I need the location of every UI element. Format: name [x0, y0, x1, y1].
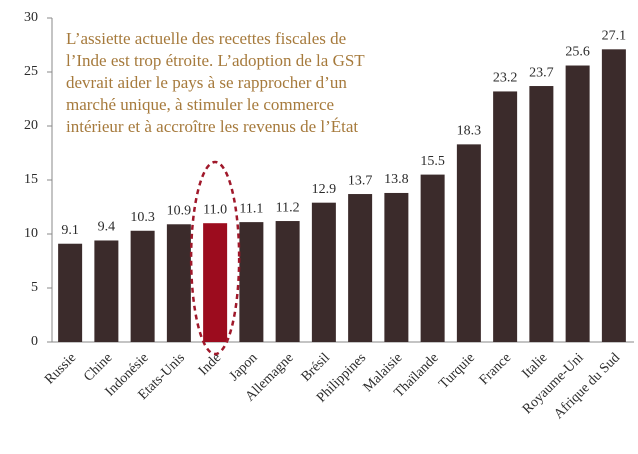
x-tick-label: Japon	[227, 350, 261, 384]
y-tick-label: 25	[24, 64, 38, 79]
y-tick-label: 10	[24, 226, 38, 241]
bar	[565, 65, 590, 343]
value-label: 15.5	[420, 154, 445, 169]
x-tick-label: Chine	[81, 350, 115, 384]
annotation: intérieur et à accroître les revenus de …	[66, 117, 358, 136]
bar	[239, 222, 264, 342]
y-tick-label: 15	[24, 172, 38, 187]
value-label: 11.2	[276, 200, 300, 215]
bar	[58, 243, 83, 342]
x-tick-label: France	[477, 350, 515, 388]
value-label: 13.7	[348, 173, 373, 188]
x-tick-label: Inde	[196, 350, 224, 378]
x-tick-label: Russie	[42, 350, 79, 387]
x-tick-label: Turquie	[436, 350, 478, 392]
y-tick-label: 0	[31, 334, 38, 349]
value-label: 23.2	[493, 71, 518, 86]
value-label: 9.1	[61, 223, 79, 238]
bar	[384, 192, 409, 342]
bar	[420, 174, 445, 342]
bar	[348, 194, 373, 342]
bar	[94, 240, 119, 342]
y-tick-label: 20	[24, 118, 38, 133]
value-label: 11.1	[239, 201, 263, 216]
x-tick-label: Afrique du Sud	[551, 350, 623, 422]
bar	[456, 144, 481, 342]
bar	[275, 221, 300, 342]
annotation: L’assiette actuelle des recettes fiscale…	[66, 29, 346, 48]
value-label: 10.9	[167, 203, 192, 218]
annotation: devrait aider le pays à se rapprocher d’…	[66, 73, 347, 92]
bar	[529, 86, 554, 342]
bar	[493, 91, 518, 342]
x-tick-label: Brésil	[299, 350, 333, 384]
bar	[203, 223, 228, 342]
bar	[311, 202, 336, 342]
y-tick-label: 30	[24, 10, 38, 25]
value-label: 9.4	[98, 220, 116, 235]
value-label: 11.0	[203, 202, 227, 217]
value-label: 12.9	[312, 182, 337, 197]
value-label: 25.6	[565, 45, 590, 60]
highlight-ellipse	[189, 160, 241, 356]
bar	[166, 224, 191, 342]
y-tick-label: 5	[31, 280, 38, 295]
bar	[130, 230, 155, 342]
value-label: 13.8	[384, 172, 409, 187]
value-label: 18.3	[457, 124, 482, 139]
annotation: marché unique, à stimuler le commerce	[66, 95, 334, 114]
value-label: 27.1	[602, 29, 627, 44]
value-label: 23.7	[529, 65, 554, 80]
value-label: 10.3	[130, 210, 155, 225]
annotation: l’Inde est trop étroite. L’adoption de l…	[66, 51, 365, 70]
x-tick-label: Italie	[520, 350, 551, 381]
bar	[601, 49, 626, 342]
